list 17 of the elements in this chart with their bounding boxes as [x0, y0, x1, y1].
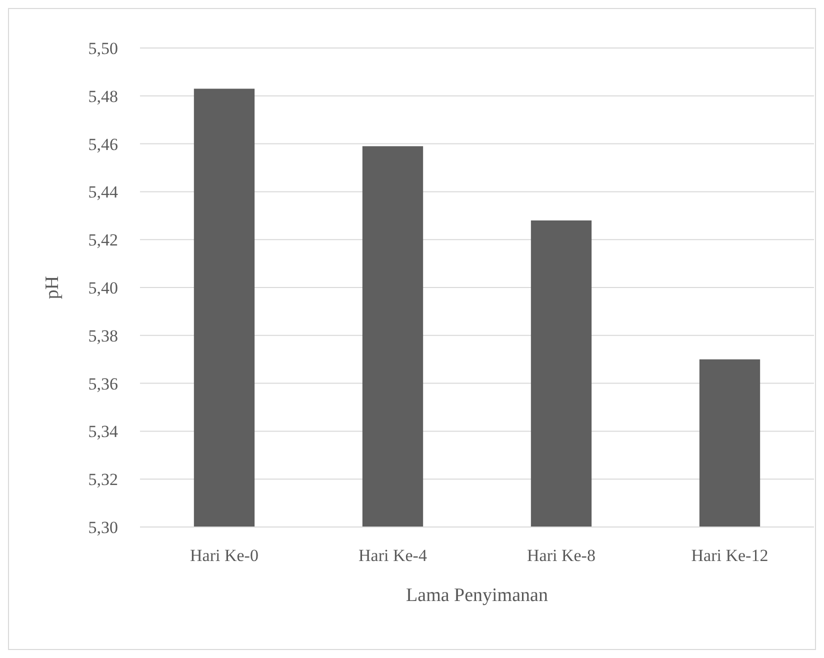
- y-tick-label: 5,40: [88, 278, 118, 298]
- y-tick-label: 5,48: [88, 86, 118, 106]
- y-tick-label: 5,50: [88, 38, 118, 58]
- y-tick-label: 5,42: [88, 230, 118, 250]
- x-tick-label: Hari Ke-4: [358, 546, 428, 565]
- y-tick-label: 5,44: [88, 182, 118, 202]
- x-axis-title: Lama Penyimanan: [406, 585, 548, 606]
- x-tick-label: Hari Ke-8: [527, 546, 596, 565]
- y-tick-label: 5,30: [88, 518, 118, 537]
- y-tick-label: 5,36: [88, 374, 118, 394]
- y-tick-label: 5,46: [88, 134, 118, 154]
- x-tick-label: Hari Ke-12: [691, 546, 768, 565]
- y-axis-title: pH: [42, 276, 63, 300]
- y-tick-label: 5,34: [88, 422, 118, 442]
- x-tick-label: Hari Ke-0: [190, 546, 258, 565]
- y-tick-label: 5,32: [88, 470, 118, 490]
- y-tick-label: 5,38: [88, 326, 118, 346]
